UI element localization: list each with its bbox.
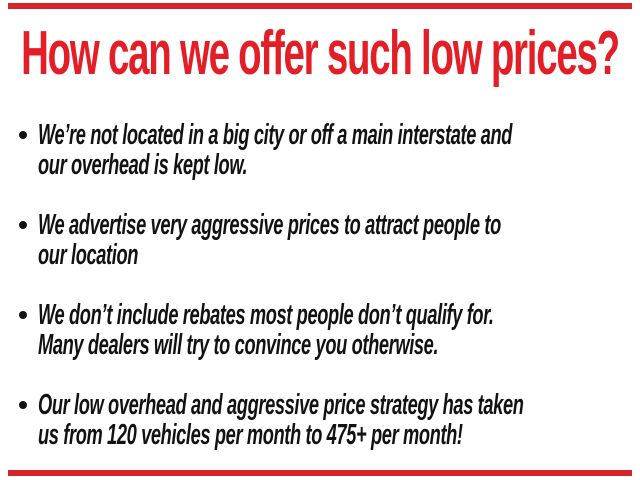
bullet-line: We’re not located in a big city or off a…	[38, 119, 513, 151]
bullet-line: our location	[38, 239, 139, 271]
bullet-dot-icon	[19, 221, 27, 229]
bullet-line: our overhead is kept low.	[38, 149, 248, 181]
bullet-line: We don’t include rebates most people don…	[38, 299, 494, 331]
bullet-line: We advertise very aggressive prices to a…	[38, 209, 501, 241]
bullet-line: Our low overhead and aggressive price st…	[38, 389, 524, 421]
bullet-item: We don’t include rebates most people don…	[17, 300, 637, 360]
bullet-dot-icon	[19, 131, 27, 139]
top-border-bar	[8, 3, 632, 9]
bullet-dot-icon	[19, 401, 27, 409]
page-title: How can we offer such low prices?	[21, 19, 620, 88]
bullet-item: Our low overhead and aggressive price st…	[17, 390, 637, 450]
bullet-item: We advertise very aggressive prices to a…	[17, 210, 637, 270]
bullet-dot-icon	[19, 311, 27, 319]
bullet-line: us from 120 vehicles per month to 475+ p…	[38, 419, 463, 451]
bullet-item: We’re not located in a big city or off a…	[17, 120, 637, 180]
bullet-line: Many dealers will try to convince you ot…	[38, 329, 439, 361]
header: How can we offer such low prices?	[0, 22, 640, 94]
bottom-border-bar	[8, 470, 632, 476]
